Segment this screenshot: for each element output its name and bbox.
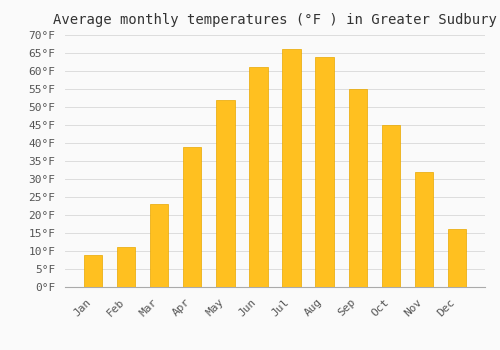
Bar [84, 254, 102, 287]
Bar [184, 147, 202, 287]
Bar [150, 204, 169, 287]
Bar [348, 89, 366, 287]
Bar [414, 172, 433, 287]
Bar [282, 49, 300, 287]
Bar [250, 68, 268, 287]
Title: Average monthly temperatures (°F ) in Greater Sudbury: Average monthly temperatures (°F ) in Gr… [53, 13, 497, 27]
Bar [382, 125, 400, 287]
Bar [316, 57, 334, 287]
Bar [216, 100, 234, 287]
Bar [448, 229, 466, 287]
Bar [117, 247, 136, 287]
